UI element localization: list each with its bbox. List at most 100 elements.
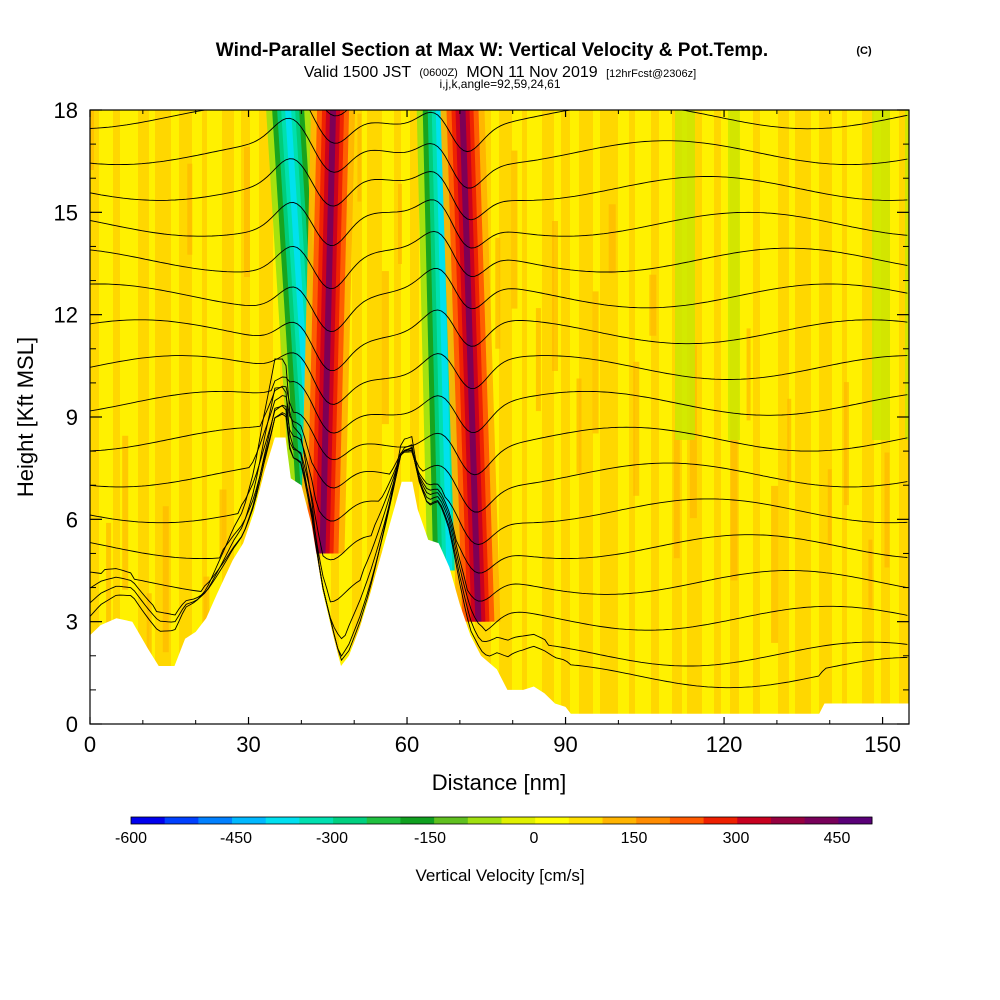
shading-band (522, 110, 527, 724)
shading-band (192, 110, 202, 724)
x-tick-label: 30 (236, 732, 260, 757)
shading-band (651, 110, 659, 724)
shading-band (179, 110, 192, 724)
y-tick-label: 18 (54, 98, 78, 123)
colorbar-swatch (535, 817, 570, 824)
shading-band (499, 110, 512, 724)
y-tick-label: 15 (54, 200, 78, 225)
shading-band (890, 110, 899, 724)
colorbar-swatch (568, 817, 604, 824)
x-tick-label: 150 (864, 732, 901, 757)
shading-band (113, 110, 120, 724)
colorbar-swatch (434, 817, 469, 824)
x-tick-label: 90 (553, 732, 577, 757)
shading-weak-downdraft (905, 110, 909, 440)
shading-streak (146, 593, 152, 693)
isentrope (90, 268, 908, 333)
colorbar-swatch (164, 817, 199, 824)
colorbar-swatch (703, 817, 738, 824)
colorbar-swatch (838, 817, 873, 824)
x-tick-label: 0 (84, 732, 96, 757)
x-tick-label: 120 (706, 732, 743, 757)
colorbar-swatch (602, 817, 637, 824)
shading-band (778, 110, 789, 724)
colorbar-swatch (737, 817, 772, 824)
shading-streak (592, 291, 599, 434)
shading-streak (730, 415, 738, 581)
shading-streak (868, 539, 873, 608)
isentrope (90, 395, 908, 513)
colorbar-swatch (400, 817, 435, 824)
isentrope (90, 110, 908, 153)
y-tick-label: 0 (66, 712, 78, 737)
shading-band (138, 110, 149, 724)
shading-band (721, 110, 730, 724)
shading-weak-downdraft (872, 110, 890, 440)
shading-band (702, 110, 714, 724)
isentrope (90, 309, 908, 372)
shading-band (171, 110, 179, 724)
colorbar-swatch (131, 817, 166, 824)
shading-band (819, 110, 832, 724)
shading-band (234, 110, 241, 724)
shading-band (795, 110, 811, 724)
colorbar-swatch (265, 817, 300, 824)
shading-streak (884, 452, 890, 568)
x-axis-label: Distance [nm] (432, 770, 567, 795)
shading-streak (511, 150, 518, 309)
shading-band (659, 110, 672, 724)
shading-band (570, 110, 579, 724)
colorbar-swatch (366, 817, 401, 824)
shading-streak (187, 163, 193, 255)
colorbar-swatch (501, 817, 536, 824)
shading-streak (746, 328, 751, 421)
y-tick-label: 9 (66, 405, 78, 430)
isentrope (90, 352, 908, 405)
valid-line: Valid 1500 JST (0600Z) MON 11 Nov 2019 [… (304, 63, 696, 81)
updraft-core-1 (319, 110, 337, 554)
colorbar-frame (130, 816, 873, 825)
colorbar-swatch (669, 817, 705, 824)
colorbar-tick-label: 450 (824, 830, 851, 847)
colorbar-swatch (333, 817, 368, 824)
shading-band (401, 110, 410, 724)
isentrope (90, 404, 908, 545)
shading-band (410, 110, 419, 724)
y-tick-label: 12 (54, 303, 78, 328)
shading-band (542, 110, 554, 724)
isentrope (90, 385, 908, 476)
shading-band (753, 110, 760, 724)
isentrope (90, 117, 908, 189)
shading-streak (771, 485, 779, 643)
colorbar: -600 -450 -300 -150 0 150 300 450 (115, 816, 873, 847)
shading-band (362, 110, 367, 724)
colorbar-tick-label: 150 (621, 830, 648, 847)
grid-indices: i,j,k,angle=92,59,24,61 (439, 77, 560, 91)
shading-streak (90, 110, 94, 170)
colorbar-swatch (636, 817, 671, 824)
isentrope (90, 405, 908, 640)
colorbar-tick-label: -150 (414, 830, 446, 847)
shading-streak (106, 522, 112, 630)
colorbar-label: Vertical Velocity [cm/s] (415, 866, 584, 885)
updraft-core-2 (459, 110, 482, 622)
colorbar-tick-label: -300 (316, 830, 348, 847)
shading-streak (398, 184, 402, 264)
shading-band (579, 110, 593, 724)
shading-band (241, 110, 250, 724)
shading-streak (673, 432, 680, 559)
shading-band (491, 110, 499, 724)
isentrope (90, 376, 908, 434)
terrain (90, 437, 909, 724)
shading-band (832, 110, 842, 724)
shading-streak (633, 361, 640, 496)
shading-band (618, 110, 629, 724)
shading-band (811, 110, 819, 724)
shading-band (512, 110, 522, 724)
chart-title: Wind-Parallel Section at Max W: Vertical… (216, 40, 768, 61)
y-axis-label: Height [Kft MSL] (13, 337, 38, 497)
shading-band (789, 110, 795, 724)
isentrope (90, 199, 908, 249)
y-tick-label: 6 (66, 507, 78, 532)
